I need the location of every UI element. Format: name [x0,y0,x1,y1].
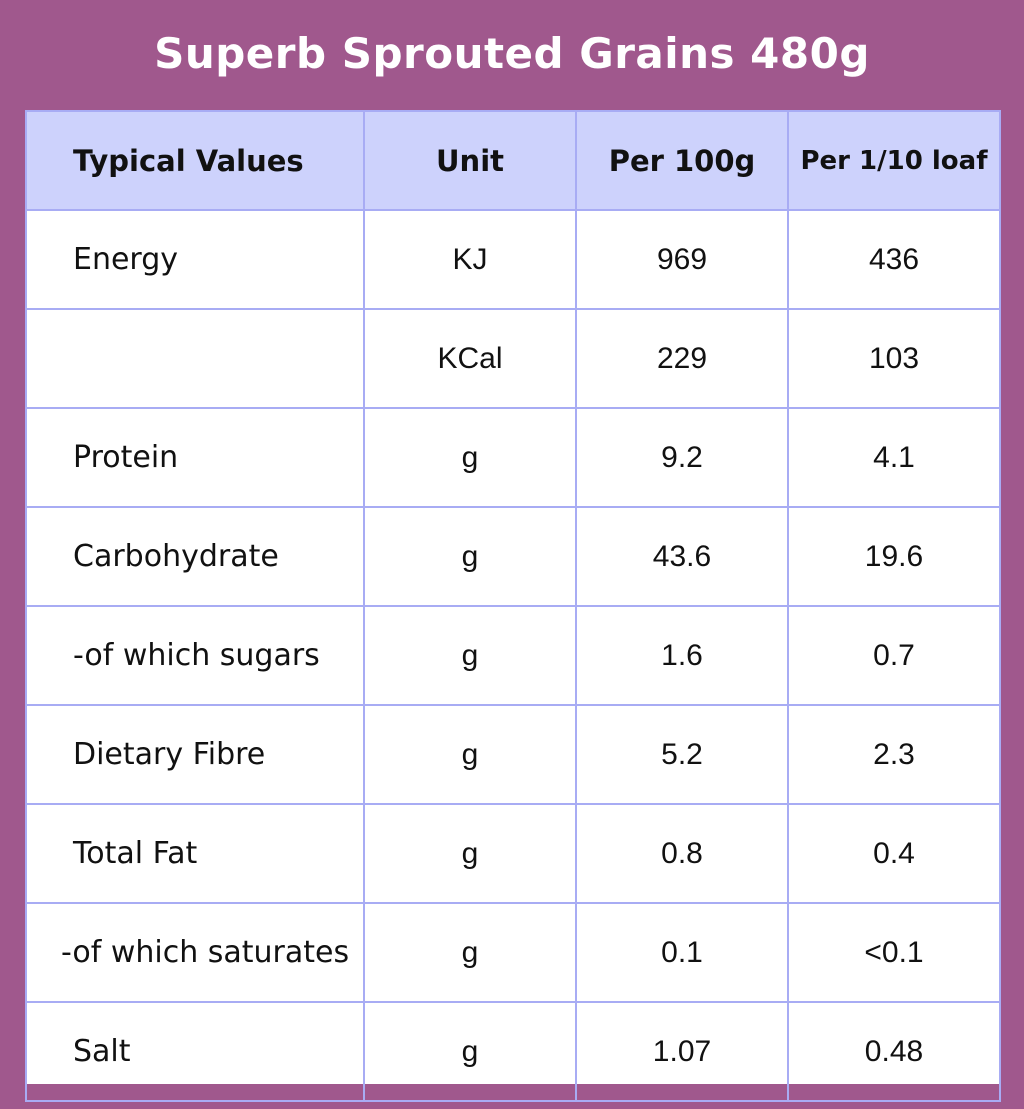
row-label [25,308,365,409]
row-unit: KJ [363,209,577,310]
row-per-tenth-loaf: 0.48 [787,1001,1001,1102]
row-per-100g: 229 [575,308,789,409]
row-per-tenth-loaf: <0.1 [787,902,1001,1003]
header-per-tenth-loaf: Per 1/10 loaf [787,110,1001,211]
row-per-100g: 43.6 [575,506,789,607]
row-unit: g [363,902,577,1003]
row-unit: KCal [363,308,577,409]
table-row: -of which saturates g 0.1 <0.1 [25,902,1001,1003]
table-row: Total Fat g 0.8 0.4 [25,803,1001,904]
row-unit: g [363,704,577,805]
header-unit: Unit [363,110,577,211]
table-body: Energy KJ 969 436 KCal 229 103 Protein g… [25,209,1001,1102]
row-per-tenth-loaf: 19.6 [787,506,1001,607]
row-unit: g [363,803,577,904]
row-label: Energy [25,209,365,310]
header-row: Typical Values Unit Per 100g Per 1/10 lo… [25,110,1001,211]
page-title: Superb Sprouted Grains 480g [154,29,870,78]
table-row: Salt g 1.07 0.48 [25,1001,1001,1102]
row-per-tenth-loaf: 0.4 [787,803,1001,904]
row-per-100g: 9.2 [575,407,789,508]
row-unit: g [363,506,577,607]
table-row: Energy KJ 969 436 [25,209,1001,310]
row-label: Total Fat [25,803,365,904]
row-label: -of which sugars [25,605,365,706]
row-per-tenth-loaf: 103 [787,308,1001,409]
nutrition-table-container: Typical Values Unit Per 100g Per 1/10 lo… [25,110,1001,1102]
table-row: Protein g 9.2 4.1 [25,407,1001,508]
row-label: Carbohydrate [25,506,365,607]
row-unit: g [363,1001,577,1102]
header-per-100g: Per 100g [575,110,789,211]
row-per-tenth-loaf: 4.1 [787,407,1001,508]
header-typical-values: Typical Values [25,110,365,211]
row-label: Protein [25,407,365,508]
row-per-100g: 1.6 [575,605,789,706]
row-per-100g: 0.8 [575,803,789,904]
table-row: Carbohydrate g 43.6 19.6 [25,506,1001,607]
nutrition-table: Typical Values Unit Per 100g Per 1/10 lo… [25,110,1001,1102]
row-unit: g [363,605,577,706]
row-per-100g: 1.07 [575,1001,789,1102]
row-per-tenth-loaf: 2.3 [787,704,1001,805]
row-label: -of which saturates [25,902,365,1003]
row-unit: g [363,407,577,508]
table-header: Typical Values Unit Per 100g Per 1/10 lo… [25,110,1001,211]
row-per-tenth-loaf: 436 [787,209,1001,310]
table-row: Dietary Fibre g 5.2 2.3 [25,704,1001,805]
row-per-100g: 0.1 [575,902,789,1003]
row-per-tenth-loaf: 0.7 [787,605,1001,706]
row-per-100g: 5.2 [575,704,789,805]
table-row: KCal 229 103 [25,308,1001,409]
row-label: Dietary Fibre [25,704,365,805]
row-per-100g: 969 [575,209,789,310]
row-label: Salt [25,1001,365,1102]
table-row: -of which sugars g 1.6 0.7 [25,605,1001,706]
